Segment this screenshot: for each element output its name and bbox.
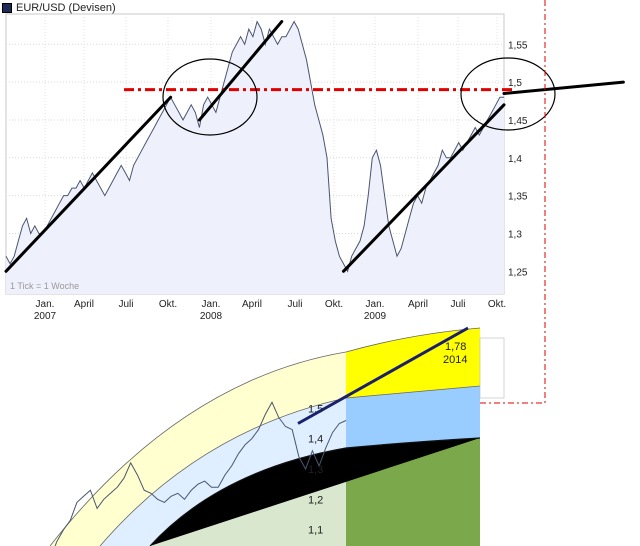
- x-tick-label-9: April: [408, 299, 428, 310]
- trend-line-3: [502, 80, 625, 95]
- x-tick-label-7: Okt.: [325, 299, 343, 310]
- y-tick-label-1: 1,3: [508, 229, 522, 240]
- price-line: [5, 20, 504, 273]
- lower-series-line: [54, 401, 347, 546]
- trend-line-0: [4, 95, 173, 273]
- x-tick-label-0: Jan.: [36, 299, 55, 310]
- history-band-blue: [100, 398, 346, 546]
- forecast-value-label: 1,78: [445, 341, 466, 353]
- chart-title: EUR/USD (Devisen): [2, 1, 116, 15]
- frame-dashed-line: [480, 0, 546, 404]
- y-tick-label-0: 1,25: [508, 267, 528, 278]
- y-tick-label-3: 1,4: [508, 154, 522, 165]
- lower-y-tick-label-2: 1,3: [308, 464, 323, 476]
- x-tick-label-11: Okt.: [488, 299, 506, 310]
- y-tick-label-2: 1,35: [508, 192, 528, 203]
- lower-y-tick-label-0: 1,1: [308, 525, 323, 537]
- x-tick-year-8: 2009: [364, 311, 387, 322]
- lower-y-tick-label-3: 1,4: [308, 434, 323, 446]
- band-upper-curve: [49, 327, 481, 546]
- history-band-yellow: [50, 352, 346, 546]
- trend-line-2: [341, 103, 506, 273]
- x-tick-label-3: Okt.: [159, 299, 177, 310]
- x-tick-label-6: Juli: [287, 299, 302, 310]
- y-tick-label-4: 1,45: [508, 116, 528, 127]
- trend-line-1: [197, 20, 284, 122]
- forecast-band-yellow: [346, 328, 480, 398]
- panel-box: [479, 337, 505, 399]
- forecast-trend-line: [297, 326, 469, 425]
- x-tick-year-0: 2007: [34, 311, 57, 322]
- price-area: [6, 21, 504, 294]
- lower-y-tick-label-1: 1,2: [308, 494, 323, 506]
- annotation-ellipse-1: [460, 57, 556, 131]
- y-tick-label-5: 1,5: [508, 78, 522, 89]
- band-lower-curve: [149, 437, 481, 546]
- x-tick-label-8: Jan.: [366, 299, 385, 310]
- x-tick-label-4: Jan.: [202, 299, 221, 310]
- x-tick-label-10: Juli: [450, 299, 465, 310]
- chart-title-icon: [2, 3, 12, 13]
- forecast-year-label: 2014: [443, 354, 467, 366]
- chart-title-text: EUR/USD (Devisen): [16, 2, 116, 14]
- tick-note: 1 Tick = 1 Woche: [10, 281, 79, 291]
- band-middle-curve: [99, 385, 481, 546]
- x-tick-year-4: 2008: [200, 311, 223, 322]
- x-tick-label-2: Juli: [118, 299, 133, 310]
- annotation-ellipse-0: [162, 58, 258, 136]
- x-tick-label-5: April: [242, 299, 262, 310]
- forecast-band-blue: [346, 386, 480, 448]
- x-tick-label-1: April: [74, 299, 94, 310]
- y-tick-label-6: 1,55: [508, 40, 528, 51]
